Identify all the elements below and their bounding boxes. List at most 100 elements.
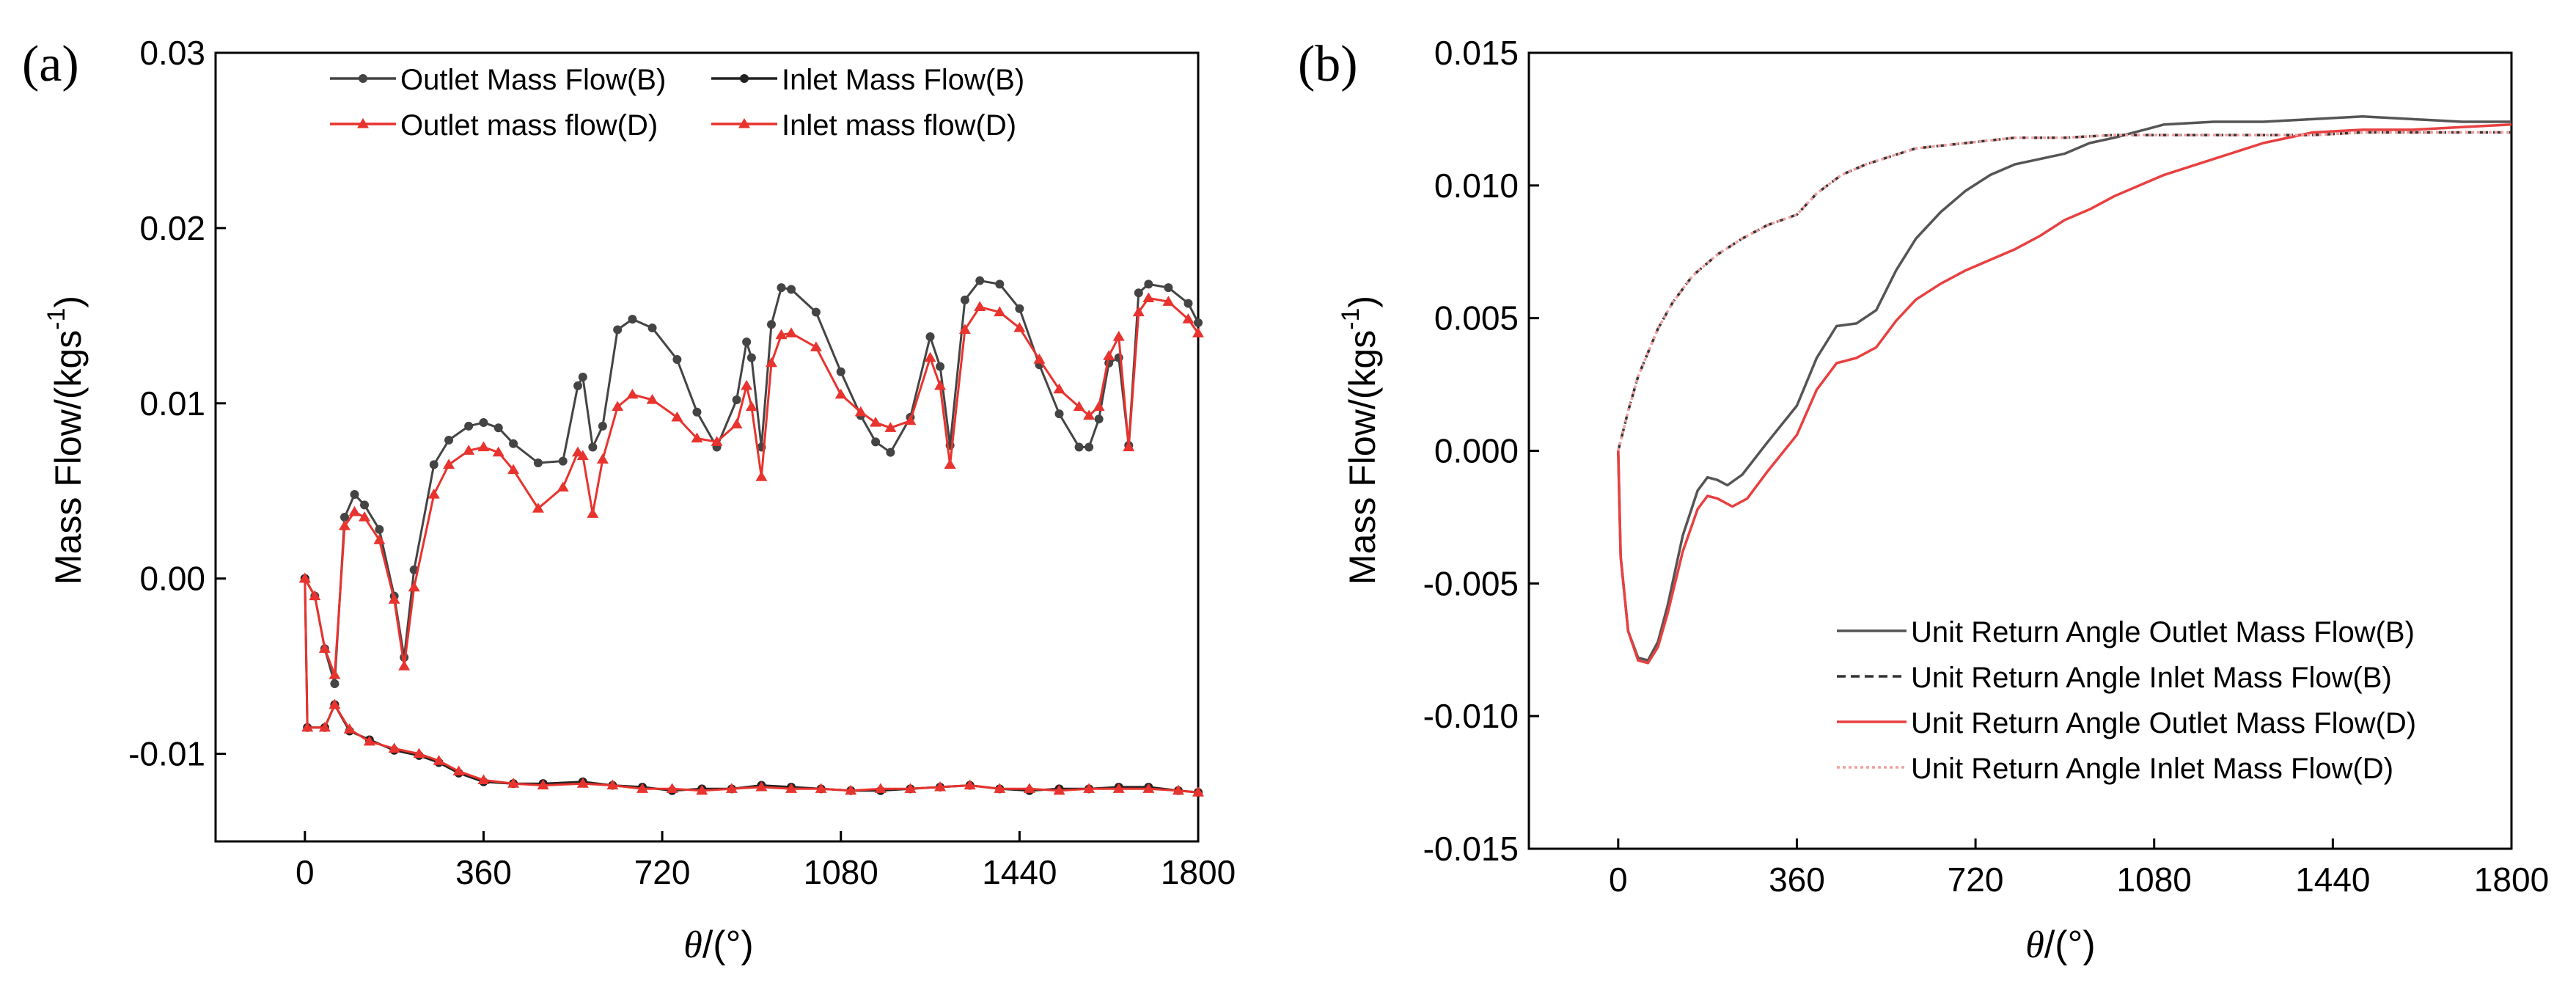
- data-point-outlet-mass-flow-d: [463, 445, 475, 455]
- panel-b: (b) 0 360 720 1080 1440 1800 -0.015 -0.010 -0.00…: [1298, 34, 2549, 966]
- data-point-outlet-mass-flow-b: [429, 460, 438, 469]
- panel-b-series: [1617, 115, 2512, 665]
- x-tick-label: 720: [1948, 860, 2004, 899]
- x-tick-label: 1080: [2117, 860, 2192, 899]
- data-point-outlet-mass-flow-d: [944, 458, 956, 469]
- data-point-outlet-mass-flow-b: [1085, 442, 1094, 452]
- data-point-outlet-mass-flow-b: [960, 295, 969, 304]
- data-point-outlet-mass-flow-b: [1134, 288, 1143, 298]
- data-point-inlet-mass-flow-d: [874, 783, 887, 793]
- legend-label-outlet-mass-flow-b: Outlet Mass Flow(B): [400, 64, 666, 96]
- data-point-outlet-mass-flow-d: [1033, 354, 1046, 364]
- data-point-outlet-mass-flow-b: [350, 490, 359, 499]
- data-point-outlet-mass-flow-d: [388, 593, 400, 604]
- data-point-inlet-mass-flow-d: [301, 721, 314, 732]
- legend-label-unit-return-angle-outlet-mass-flow-b: Unit Return Angle Outlet Mass Flow(B): [1911, 616, 2415, 648]
- data-point-outlet-mass-flow-d: [904, 414, 917, 425]
- data-point-inlet-mass-flow-d: [413, 748, 425, 759]
- data-point-outlet-mass-flow-b: [1074, 442, 1084, 452]
- data-point-inlet-mass-flow-d: [477, 774, 490, 784]
- data-point-inlet-mass-flow-d: [363, 735, 375, 746]
- data-point-inlet-mass-flow-d: [1053, 784, 1065, 795]
- y-tick-label: 0.01: [139, 384, 205, 423]
- legend-label-unit-return-angle-inlet-mass-flow-d: Unit Return Angle Inlet Mass Flow(D): [1911, 753, 2393, 785]
- data-point-outlet-mass-flow-d: [934, 379, 947, 390]
- data-point-outlet-mass-flow-d: [318, 643, 331, 653]
- panel-a-x-axis-label: θ/(°): [683, 924, 753, 966]
- data-point-outlet-mass-flow-d: [1162, 296, 1175, 306]
- data-point-outlet-mass-flow-d: [477, 441, 490, 452]
- data-point-outlet-mass-flow-b: [995, 279, 1005, 289]
- data-point-inlet-mass-flow-d: [1023, 783, 1035, 793]
- panel-a-series: [298, 276, 1204, 797]
- data-point-outlet-mass-flow-b: [742, 337, 752, 347]
- data-point-inlet-mass-flow-d: [318, 721, 331, 732]
- series-line-outlet-mass-flow-d: [304, 296, 1200, 676]
- data-point-outlet-mass-flow-d: [532, 503, 544, 513]
- data-point-outlet-mass-flow-b: [1184, 299, 1193, 308]
- panel-b-axes: 0 360 720 1080 1440 1800 -0.015 -0.010 -0.005 0.0…: [1423, 34, 2550, 899]
- data-point-outlet-mass-flow-b: [692, 407, 702, 417]
- data-point-inlet-mass-flow-d: [606, 779, 619, 790]
- data-point-outlet-mass-flow-b: [464, 421, 474, 431]
- series-line-unit-return-angle-outlet-mass-flow-d: [1617, 123, 2512, 665]
- data-point-outlet-mass-flow-d: [958, 324, 971, 335]
- data-point-outlet-mass-flow-b: [340, 513, 349, 522]
- x-tick-label: 1800: [1161, 853, 1236, 891]
- data-point-outlet-mass-flow-b: [509, 439, 518, 448]
- data-point-outlet-mass-flow-d: [587, 508, 599, 518]
- data-point-outlet-mass-flow-d: [507, 464, 520, 475]
- data-point-outlet-mass-flow-d: [711, 436, 723, 446]
- data-point-outlet-mass-flow-d: [1103, 350, 1115, 360]
- data-point-inlet-mass-flow-d: [815, 783, 827, 793]
- data-point-outlet-mass-flow-b: [375, 525, 384, 534]
- data-point-outlet-mass-flow-b: [1164, 283, 1173, 293]
- data-point-outlet-mass-flow-d: [408, 581, 420, 592]
- data-point-outlet-mass-flow-d: [348, 505, 361, 516]
- data-point-outlet-mass-flow-b: [811, 307, 821, 317]
- y-tick-label: -0.01: [128, 735, 205, 773]
- data-point-outlet-mass-flow-b: [1015, 304, 1024, 313]
- data-point-outlet-mass-flow-d: [443, 458, 455, 469]
- data-point-outlet-mass-flow-b: [493, 423, 503, 433]
- data-point-outlet-mass-flow-d: [329, 669, 341, 679]
- legend-label-inlet-mass-flow-d: Inlet mass flow(D): [782, 109, 1016, 142]
- x-tick-label: 0: [296, 853, 315, 891]
- legend-marker-inlet-mass-flow-d: [738, 118, 750, 128]
- data-point-outlet-mass-flow-b: [886, 447, 895, 457]
- data-point-outlet-mass-flow-b: [925, 332, 935, 341]
- legend-label-outlet-mass-flow-d: Outlet mass flow(D): [400, 109, 658, 142]
- data-point-outlet-mass-flow-b: [1054, 409, 1064, 419]
- data-point-outlet-mass-flow-d: [755, 471, 768, 481]
- data-point-outlet-mass-flow-d: [1083, 409, 1096, 420]
- data-point-outlet-mass-flow-b: [746, 353, 756, 362]
- data-point-outlet-mass-flow-d: [741, 379, 753, 390]
- data-point-inlet-mass-flow-d: [666, 783, 678, 793]
- data-point-outlet-mass-flow-b: [1094, 414, 1104, 424]
- data-point-outlet-mass-flow-d: [646, 394, 658, 404]
- legend-marker-inlet-mass-flow-b: [740, 74, 749, 83]
- data-point-outlet-mass-flow-d: [1142, 292, 1155, 303]
- data-point-outlet-mass-flow-d: [1192, 327, 1204, 337]
- data-point-outlet-mass-flow-d: [338, 520, 351, 530]
- data-point-outlet-mass-flow-b: [479, 418, 488, 428]
- data-point-outlet-mass-flow-d: [1073, 401, 1085, 412]
- data-point-outlet-mass-flow-d: [765, 357, 777, 368]
- data-point-outlet-mass-flow-d: [1132, 306, 1145, 317]
- data-point-outlet-mass-flow-b: [558, 456, 568, 466]
- data-point-outlet-mass-flow-b: [732, 395, 741, 404]
- data-point-inlet-mass-flow-d: [785, 783, 798, 793]
- panel-a-axes: 0 360 720 1080 1440 1800 -0.01 0.00 0.01 0.02 0.03: [128, 34, 1236, 891]
- data-point-outlet-mass-flow-b: [836, 367, 845, 376]
- panel-a-plot-frame: [214, 51, 1200, 843]
- data-point-outlet-mass-flow-d: [398, 660, 411, 670]
- data-point-inlet-mass-flow-d: [433, 755, 445, 765]
- data-point-outlet-mass-flow-b: [787, 285, 796, 294]
- panel-a: (a) 0 360 720 1080 1440 1800 -0.01 0.00 0.01 0.02…: [22, 34, 1236, 966]
- data-point-inlet-mass-flow-d: [298, 572, 311, 583]
- data-point-outlet-mass-flow-d: [428, 489, 440, 499]
- data-point-outlet-mass-flow-b: [975, 276, 985, 285]
- data-point-outlet-mass-flow-d: [884, 422, 897, 432]
- data-point-outlet-mass-flow-b: [871, 437, 881, 447]
